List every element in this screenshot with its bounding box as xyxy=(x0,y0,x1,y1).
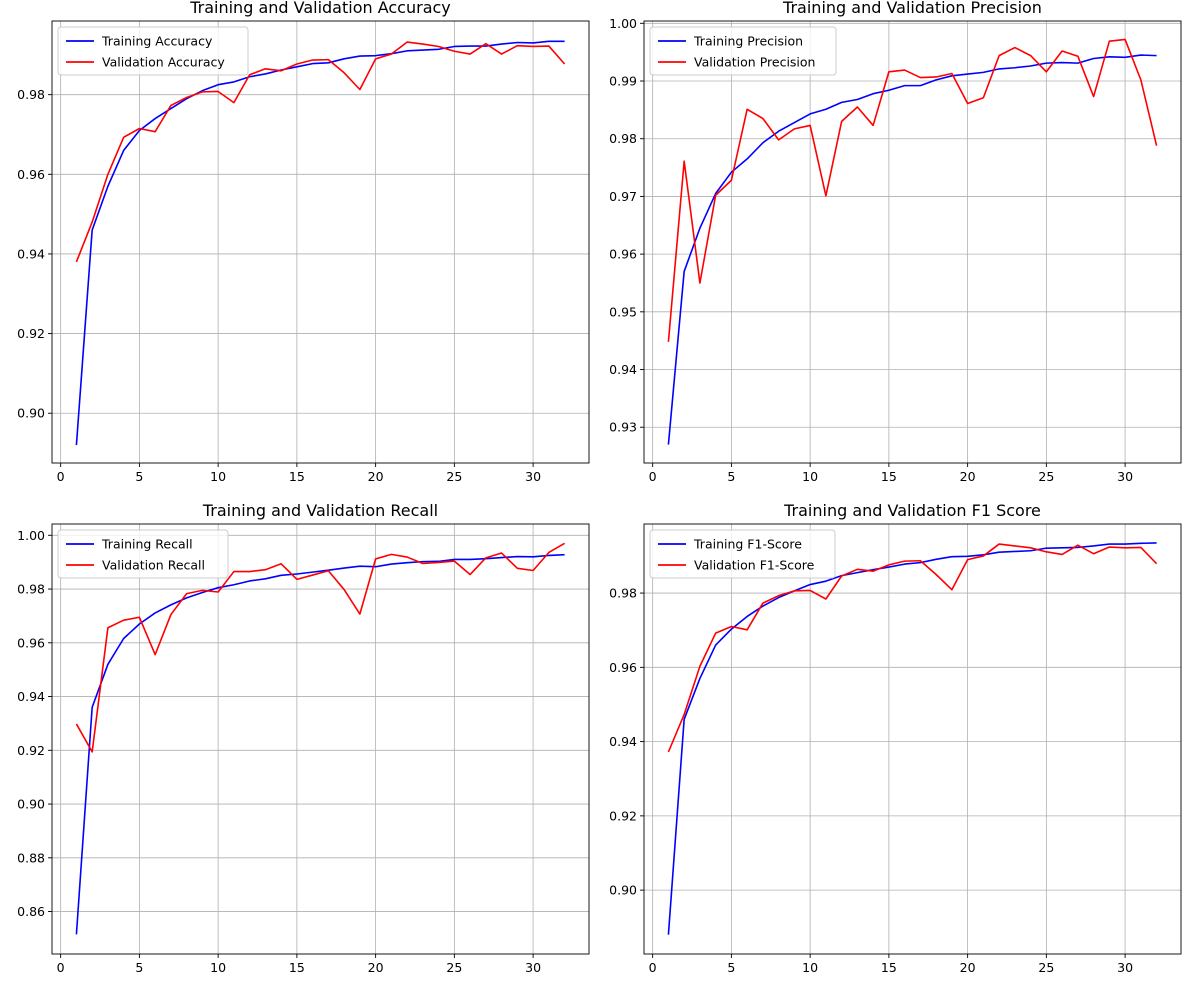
y-tick-label: 0.94 xyxy=(17,246,45,261)
legend: Training F1-Score Validation F1-Score xyxy=(649,529,836,579)
legend-entry: Validation Recall xyxy=(102,558,205,573)
y-tick-label: 0.93 xyxy=(609,420,637,435)
y-tick-label: 0.98 xyxy=(609,586,637,601)
x-tick-label: 5 xyxy=(727,469,735,484)
x-tick-label: 5 xyxy=(727,960,735,975)
legend-box xyxy=(649,529,836,579)
x-tick-label: 30 xyxy=(525,469,541,484)
y-tick-label: 0.98 xyxy=(609,131,637,146)
chart-panel-4: Training and Validation F1 Score 0 5 10 15 20… xyxy=(609,501,1182,975)
y-tick-label: 0.96 xyxy=(609,247,637,262)
legend-entry: Training Accuracy xyxy=(101,34,213,49)
chart-panel-2: Training and Validation Precision 0 5 10 15 2… xyxy=(609,0,1182,484)
x-tick-label: 25 xyxy=(446,960,462,975)
y-tick-label: 0.90 xyxy=(609,883,637,898)
series-line-validation xyxy=(667,543,1158,753)
chart-title: Training and Validation Recall xyxy=(202,501,438,520)
plot-area-frame xyxy=(643,20,1182,464)
chart-title: Training and Validation F1 Score xyxy=(783,501,1041,520)
series-line-training xyxy=(75,553,565,935)
y-tick-label: 0.96 xyxy=(609,660,637,675)
x-tick-label: 20 xyxy=(368,469,384,484)
legend-box xyxy=(57,26,249,76)
y-tick-label: 0.98 xyxy=(17,87,45,102)
x-tick-label: 15 xyxy=(881,960,897,975)
x-tick-label: 15 xyxy=(289,960,305,975)
legend-box xyxy=(649,26,837,76)
legend-entry: Validation Accuracy xyxy=(102,55,225,70)
x-tick-label: 25 xyxy=(1038,469,1054,484)
legend: Training Accuracy Validation Accuracy xyxy=(57,26,249,76)
x-tick-label: 30 xyxy=(525,960,541,975)
x-tick-label: 5 xyxy=(135,960,143,975)
y-tick-label: 0.96 xyxy=(17,635,45,650)
y-tick-label: 0.94 xyxy=(17,689,45,704)
y-tick-label: 0.99 xyxy=(609,74,637,89)
x-tick-label: 30 xyxy=(1117,469,1133,484)
legend: Training Precision Validation Precision xyxy=(649,26,837,76)
plot-area-frame xyxy=(51,523,590,955)
legend-box xyxy=(57,529,229,579)
y-tick-label: 0.94 xyxy=(609,734,637,749)
x-tick-label: 20 xyxy=(960,960,976,975)
series-line-validation xyxy=(75,542,565,753)
y-tick-label: 0.92 xyxy=(17,743,45,758)
chart-panel-1: Training and Validation Accuracy 0 5 10 15 20… xyxy=(17,0,590,484)
y-tick-label: 0.97 xyxy=(609,189,637,204)
y-tick-label: 1.00 xyxy=(17,528,45,543)
series-line-validation xyxy=(75,41,566,263)
x-tick-label: 15 xyxy=(289,469,305,484)
legend-entry: Validation Precision xyxy=(694,55,815,70)
series-line-training xyxy=(667,54,1157,445)
y-tick-label: 0.92 xyxy=(17,326,45,341)
x-tick-label: 30 xyxy=(1117,960,1133,975)
x-tick-label: 25 xyxy=(1038,960,1054,975)
chart-title: Training and Validation Precision xyxy=(782,0,1042,17)
chart-title: Training and Validation Accuracy xyxy=(189,0,451,17)
y-tick-label: 0.90 xyxy=(17,797,45,812)
series-line-validation xyxy=(667,38,1158,342)
x-tick-label: 0 xyxy=(57,469,65,484)
x-tick-label: 5 xyxy=(135,469,143,484)
legend-entry: Training F1-Score xyxy=(693,537,802,552)
y-tick-label: 0.90 xyxy=(17,406,45,421)
y-tick-label: 0.88 xyxy=(17,850,45,865)
y-tick-label: 0.98 xyxy=(17,582,45,597)
x-tick-label: 0 xyxy=(649,960,657,975)
legend-entry: Training Recall xyxy=(101,537,193,552)
plot-area-frame xyxy=(643,523,1182,955)
y-tick-label: 0.95 xyxy=(609,304,637,319)
y-tick-label: 0.94 xyxy=(609,362,637,377)
x-tick-label: 20 xyxy=(368,960,384,975)
legend: Training Recall Validation Recall xyxy=(57,529,229,579)
y-tick-label: 0.86 xyxy=(17,904,45,919)
x-tick-label: 10 xyxy=(802,960,818,975)
x-tick-label: 20 xyxy=(960,469,976,484)
legend-entry: Validation F1-Score xyxy=(694,558,815,573)
chart-panel-3: Training and Validation Recall 0 5 10 15 20 25… xyxy=(17,501,590,975)
y-tick-label: 0.96 xyxy=(17,167,45,182)
x-tick-label: 15 xyxy=(881,469,897,484)
x-tick-label: 10 xyxy=(802,469,818,484)
plot-area-frame xyxy=(51,20,590,464)
x-tick-label: 0 xyxy=(57,960,65,975)
x-tick-label: 0 xyxy=(649,469,657,484)
legend-entry: Training Precision xyxy=(693,34,803,49)
y-tick-label: 0.92 xyxy=(609,808,637,823)
x-tick-label: 10 xyxy=(210,960,226,975)
x-tick-label: 10 xyxy=(210,469,226,484)
x-tick-label: 25 xyxy=(446,469,462,484)
y-tick-label: 1.00 xyxy=(609,16,637,31)
